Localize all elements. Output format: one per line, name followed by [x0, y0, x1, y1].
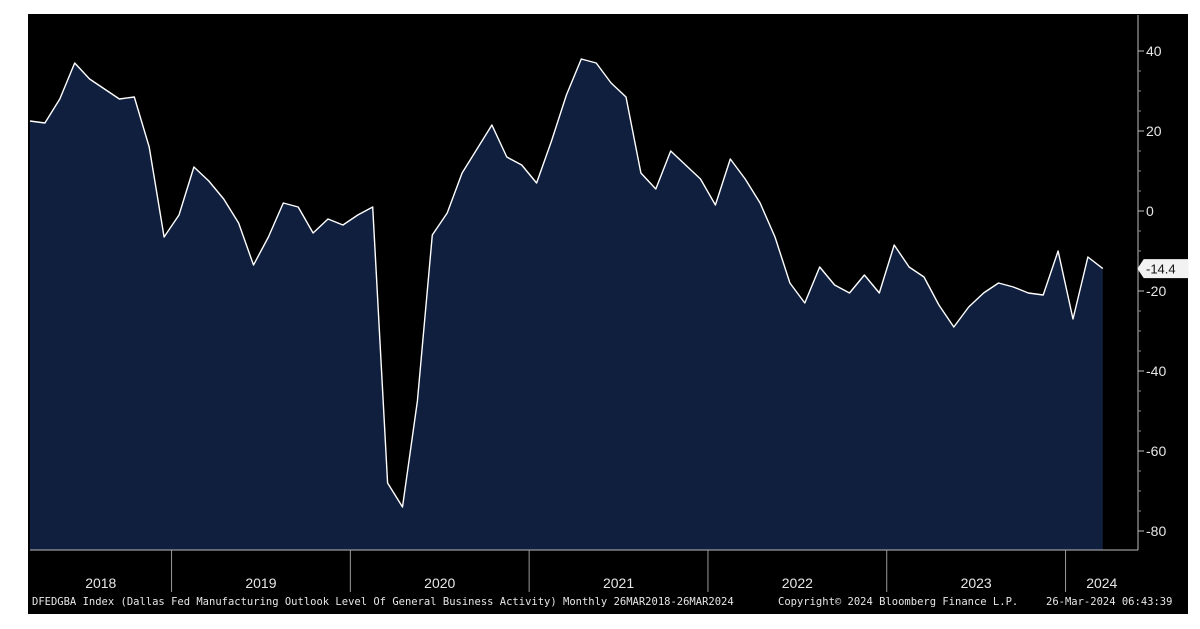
chart-frequency: Monthly 26MAR2018-26MAR2024	[563, 596, 734, 608]
x-year-label: 2019	[245, 575, 276, 591]
y-tick-label: 0	[1146, 203, 1154, 219]
series-area	[30, 59, 1103, 550]
y-tick-label: -20	[1146, 283, 1166, 299]
last-value-tag	[1137, 259, 1189, 279]
x-year-label: 2024	[1086, 575, 1117, 591]
series-line	[29, 58, 1104, 508]
y-tick-label: -60	[1146, 443, 1166, 459]
last-value-label: -14.4	[1146, 262, 1176, 277]
x-year-label: 2020	[424, 575, 455, 591]
x-year-label: 2018	[85, 575, 116, 591]
chart-title: DFEDGBA Index (Dallas Fed Manufacturing …	[32, 596, 557, 608]
x-year-label: 2022	[782, 575, 813, 591]
y-tick-label: -40	[1146, 363, 1166, 379]
chart-copyright: Copyright© 2024 Bloomberg Finance L.P.	[778, 596, 1019, 608]
y-tick-label: 20	[1146, 123, 1162, 139]
y-tick-label: 40	[1146, 43, 1162, 59]
x-year-label: 2021	[603, 575, 634, 591]
y-tick-label: -80	[1146, 523, 1166, 539]
chart-timestamp: 26-Mar-2024 06:43:39	[1046, 596, 1173, 608]
x-year-label: 2023	[961, 575, 992, 591]
